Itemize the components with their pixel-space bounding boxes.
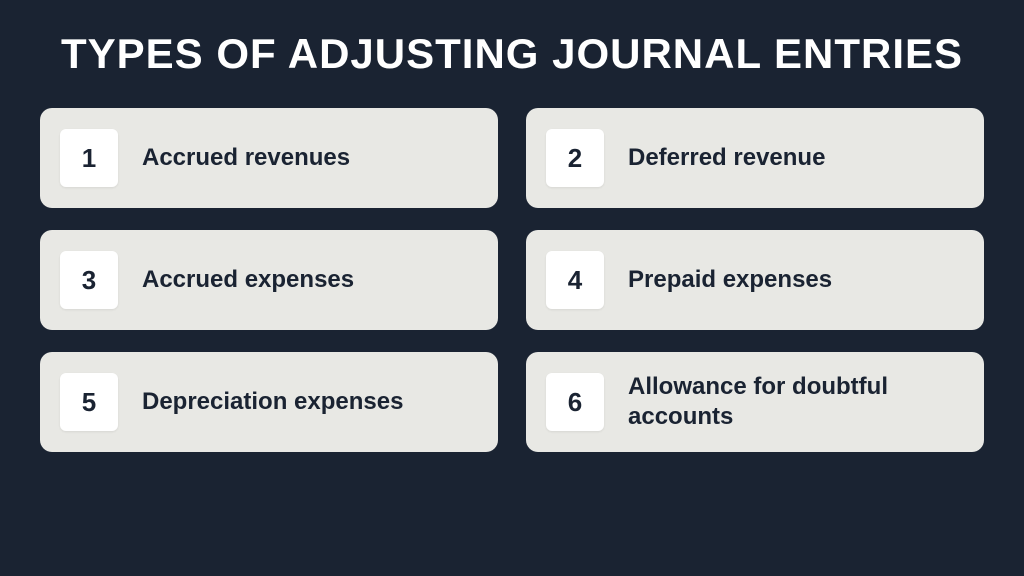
list-item: 6 Allowance for doubtful accounts xyxy=(526,352,984,452)
page-title: TYPES OF ADJUSTING JOURNAL ENTRIES xyxy=(40,30,984,78)
item-label: Allowance for doubtful accounts xyxy=(628,372,964,432)
item-label: Prepaid expenses xyxy=(628,265,832,295)
item-label: Accrued revenues xyxy=(142,143,350,173)
cards-grid: 1 Accrued revenues 2 Deferred revenue 3 … xyxy=(40,108,984,452)
item-label: Depreciation expenses xyxy=(142,387,403,417)
item-number: 2 xyxy=(546,129,604,187)
item-number: 1 xyxy=(60,129,118,187)
item-label: Deferred revenue xyxy=(628,143,825,173)
item-number: 3 xyxy=(60,251,118,309)
list-item: 4 Prepaid expenses xyxy=(526,230,984,330)
item-number: 5 xyxy=(60,373,118,431)
list-item: 3 Accrued expenses xyxy=(40,230,498,330)
item-label: Accrued expenses xyxy=(142,265,354,295)
list-item: 5 Depreciation expenses xyxy=(40,352,498,452)
list-item: 2 Deferred revenue xyxy=(526,108,984,208)
item-number: 4 xyxy=(546,251,604,309)
list-item: 1 Accrued revenues xyxy=(40,108,498,208)
item-number: 6 xyxy=(546,373,604,431)
